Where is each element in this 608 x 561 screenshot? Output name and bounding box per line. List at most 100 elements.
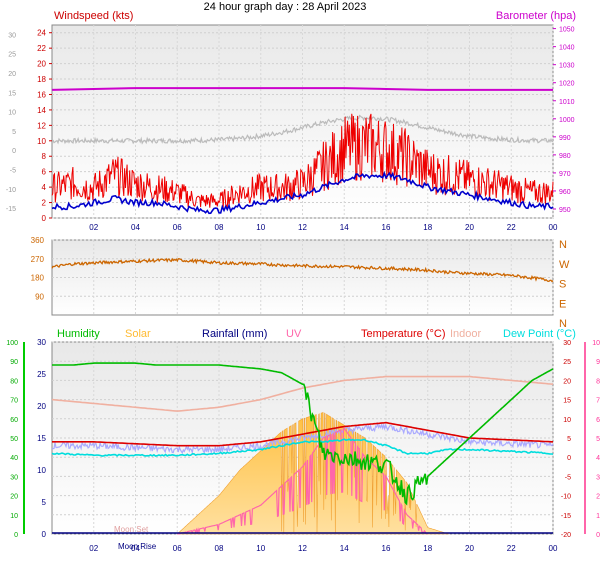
baro-tick-label: 1040 xyxy=(559,45,575,52)
temp-tick-label: 0 xyxy=(567,455,571,462)
x-tick-label: 16 xyxy=(382,223,391,232)
baro-tick-label: 980 xyxy=(559,153,571,160)
direction-line xyxy=(51,257,554,283)
humidity-tick-label: 20 xyxy=(10,494,18,501)
uv-tick-label: 8 xyxy=(596,378,600,385)
x-tick-label: 14 xyxy=(340,544,349,553)
uv-tick-label: 6 xyxy=(596,417,600,424)
temp-tick-label: 5 xyxy=(567,436,571,443)
humidity-tick-label: 0 xyxy=(14,532,18,539)
outer-tick-label: 0 xyxy=(12,148,16,155)
baro-tick-label: 960 xyxy=(559,189,571,196)
x-tick-label: 00 xyxy=(549,223,558,232)
temp-tick-label: -20 xyxy=(561,532,571,539)
x-tick-label: 10 xyxy=(256,544,265,553)
outer-tick-label: 5 xyxy=(12,129,16,136)
temp-tick-label: 20 xyxy=(563,378,571,385)
temp-tick-label: -5 xyxy=(565,474,571,481)
humidity-tick-label: 30 xyxy=(10,474,18,481)
humidity-tick-label: 70 xyxy=(10,398,18,405)
x-tick-label: 20 xyxy=(465,544,474,553)
indoor-line xyxy=(51,375,554,412)
wind-tick-label: 4 xyxy=(42,183,47,192)
uv-tick-label: 5 xyxy=(596,436,600,443)
x-tick-label: 14 xyxy=(340,223,349,232)
rain-tick-label: 5 xyxy=(42,498,47,507)
temp-tick-label: 15 xyxy=(563,398,571,405)
legend-item: Temperature (°C) xyxy=(361,328,445,340)
wind-ticks: 024681012141618202224-15-10-505101520253… xyxy=(6,27,575,232)
baro-tick-label: 970 xyxy=(559,171,571,178)
baro-tick-label: 1020 xyxy=(559,81,575,88)
outer-tick-label: -5 xyxy=(10,168,16,175)
x-tick-label: 04 xyxy=(131,223,140,232)
dir-series xyxy=(51,257,554,283)
temp-ticks: -20-15-10-505101520253005101520253001020… xyxy=(6,338,600,553)
x-tick-label: 08 xyxy=(215,223,224,232)
dir-tick-label: 360 xyxy=(31,236,45,245)
humidity-tick-label: 80 xyxy=(10,378,18,385)
rain-tick-label: 15 xyxy=(37,434,46,443)
outer-tick-label: 20 xyxy=(8,71,16,78)
uv-tick-label: 0 xyxy=(596,532,600,539)
humidity-tick-label: 10 xyxy=(10,513,18,520)
feels-like-line xyxy=(51,421,554,455)
dir-tick-label: 270 xyxy=(31,255,45,264)
dir-tick-label: 180 xyxy=(31,274,45,283)
dir-compass-label: W xyxy=(559,259,570,271)
humidity-tick-label: 50 xyxy=(10,436,18,443)
wind-tick-label: 16 xyxy=(37,90,46,99)
dew-line xyxy=(51,438,554,457)
wind-tick-label: 22 xyxy=(37,44,46,53)
baro-tick-label: 1050 xyxy=(559,27,575,34)
legend-item: Humidity xyxy=(57,328,100,340)
humidity-line xyxy=(52,362,554,506)
moon-annotation: Moon Set xyxy=(114,525,149,534)
wind-series xyxy=(51,87,554,215)
x-tick-label: 12 xyxy=(298,223,307,232)
legend-item: Indoor xyxy=(450,328,482,340)
temp-tick-label: -10 xyxy=(561,494,571,501)
legend-item: Solar xyxy=(125,328,151,340)
x-tick-label: 22 xyxy=(507,223,516,232)
dir-compass-label: N xyxy=(559,239,567,251)
wind-tick-label: 2 xyxy=(42,199,47,208)
legend-item: Dew Point (°C) xyxy=(503,328,576,340)
outer-tick-label: -10 xyxy=(6,187,16,194)
dir-compass-label: N xyxy=(559,318,567,330)
grey-trace xyxy=(51,114,554,145)
temp-grid xyxy=(52,341,554,535)
chart-title: 24 hour graph day : 28 April 2023 xyxy=(204,1,367,13)
wind-tick-label: 12 xyxy=(37,121,46,130)
rain-tick-label: 0 xyxy=(42,530,47,539)
humidity-tick-label: 100 xyxy=(6,340,18,347)
wind-tick-label: 14 xyxy=(37,106,46,115)
x-tick-label: 10 xyxy=(256,223,265,232)
temp-tick-label: 30 xyxy=(563,340,571,347)
x-tick-label: 06 xyxy=(173,223,182,232)
temp-legend: Humidity Solar Rainfall (mm) UV Temperature … xyxy=(57,328,576,340)
wind-tick-label: 8 xyxy=(42,152,47,161)
outer-tick-label: 15 xyxy=(8,90,16,97)
wind-tick-label: 10 xyxy=(37,137,46,146)
uv-tick-label: 1 xyxy=(596,513,600,520)
wind-axis-label: Windspeed (kts) xyxy=(54,10,133,22)
temp-series xyxy=(51,362,554,535)
wind-speed-line xyxy=(51,113,554,208)
uv-tick-label: 2 xyxy=(596,494,600,501)
x-tick-label: 12 xyxy=(298,544,307,553)
uv-line xyxy=(177,427,429,535)
x-tick-label: 08 xyxy=(215,544,224,553)
wind-avg-line xyxy=(51,170,554,215)
moon-annotation: Moon Rise xyxy=(118,542,157,551)
dir-compass-label: S xyxy=(559,279,566,291)
wind-tick-label: 24 xyxy=(37,29,46,38)
humidity-tick-label: 60 xyxy=(10,417,18,424)
uv-tick-label: 9 xyxy=(596,359,600,366)
rain-tick-label: 30 xyxy=(37,338,46,347)
dir-grid xyxy=(52,239,554,315)
baro-tick-label: 1000 xyxy=(559,117,575,124)
baro-tick-label: 990 xyxy=(559,135,571,142)
baro-line xyxy=(51,87,553,91)
